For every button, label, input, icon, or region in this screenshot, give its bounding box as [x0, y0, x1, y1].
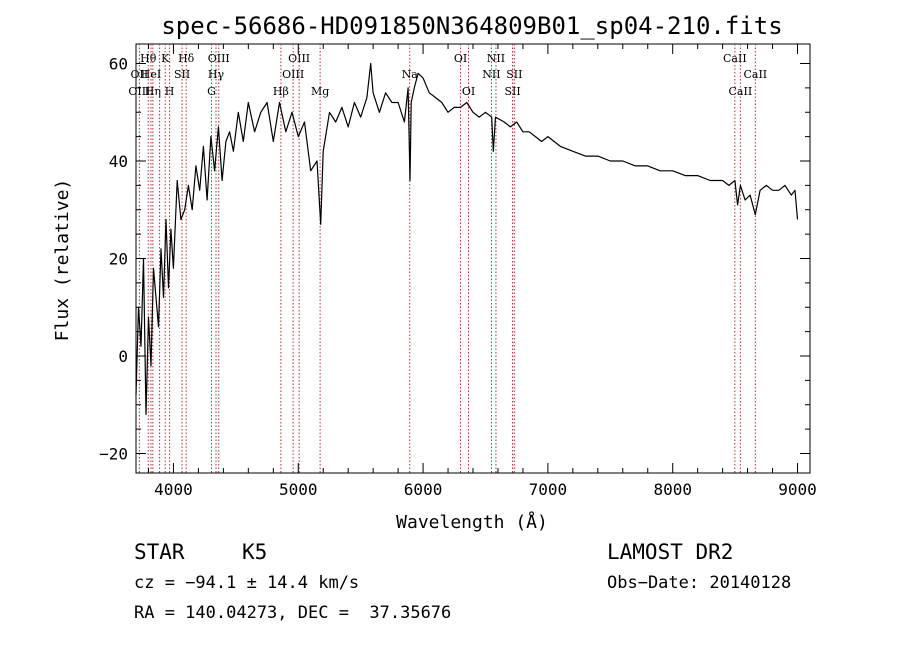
x-tick-label: 7000	[529, 480, 568, 499]
spectral-line-label: CaII	[729, 85, 753, 98]
y-tick-label: 40	[109, 152, 128, 171]
y-axis-label: Flux (relative)	[52, 179, 73, 342]
spectral-line-label: NII	[487, 52, 505, 65]
spectral-line-label: OI	[454, 52, 467, 65]
y-tick-label: 0	[118, 347, 128, 366]
spectral-line-label: SII	[504, 85, 520, 98]
spectral-line-label: Hδ	[178, 52, 195, 65]
spectral-line-label: Hγ	[208, 68, 225, 81]
y-tick-label: 60	[109, 55, 128, 74]
spectral-line-label: CaII	[723, 52, 747, 65]
series-group	[135, 62, 799, 416]
spectral-line-label: NII	[482, 68, 500, 81]
spectral-line-label: K	[161, 52, 170, 65]
spectral-line-label: Hθ	[140, 52, 157, 65]
emission-line-markers	[138, 44, 756, 473]
line-labels: OII OIII Hθ HeI Hη K SII H Hδ OIII Hγ G Hβ OIII OIII Mg…	[128, 52, 767, 98]
object-subclass: K5	[242, 540, 268, 564]
axis-ticks: 4000 5000 6000 7000 8000 9000 −20 0 20 40 60	[99, 44, 817, 499]
spectral-line-label: H	[165, 85, 175, 98]
spectral-line-label: HeI	[141, 68, 161, 81]
plot-frame	[135, 43, 811, 474]
y-tick-label: 20	[109, 250, 128, 269]
series-spectrum	[135, 62, 799, 416]
coordinates-line: RA = 140.04273, DEC = 37.35676	[134, 603, 452, 623]
spectral-line-label: Hη	[145, 85, 161, 98]
y-tick-label: −20	[99, 445, 128, 464]
x-tick-label: 6000	[404, 480, 443, 499]
x-tick-label: 5000	[279, 480, 318, 499]
survey-name: LAMOST DR2	[607, 540, 734, 564]
spectral-line-label: Mg	[311, 85, 329, 98]
spectral-line-label: OI	[462, 85, 475, 98]
x-tick-label: 8000	[653, 480, 692, 499]
spectral-line-label: Hβ	[273, 85, 289, 98]
x-tick-label: 4000	[154, 480, 193, 499]
plot-border	[135, 43, 811, 474]
redshift-line: cz = −94.1 ± 14.4 km/s	[134, 573, 360, 593]
spectral-line-label: OIII	[282, 68, 304, 81]
observation-date: Obs−Date: 20140128	[607, 573, 792, 593]
spectral-line-label: CaII	[743, 68, 767, 81]
x-tick-label: 9000	[778, 480, 817, 499]
spectral-line-label: SII	[506, 68, 522, 81]
spectral-line-label: Na	[402, 68, 419, 81]
spectral-line-label: OIII	[288, 52, 310, 65]
spectral-line-label: SII	[174, 68, 190, 81]
chart-title: spec-56686-HD091850N364809B01_sp04-210.f…	[161, 12, 782, 40]
spectral-line-label: G	[207, 85, 216, 98]
spectral-line-label: OII	[131, 68, 149, 81]
object-class: STAR	[134, 540, 185, 564]
spectral-line-label: OIII	[208, 52, 230, 65]
spectral-line-label: OIII	[128, 85, 150, 98]
x-axis-label: Wavelength (Å)	[396, 511, 548, 533]
